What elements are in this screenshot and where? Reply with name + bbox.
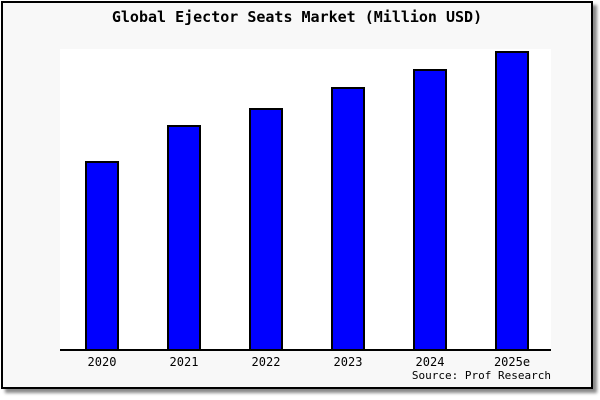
bar-2020: [85, 161, 119, 349]
bar-2024: [413, 69, 447, 349]
x-tick-label-2022: 2022: [251, 355, 281, 369]
plot-area: [60, 49, 551, 351]
x-tick-label-2024: 2024: [415, 355, 445, 369]
bar-2021: [167, 125, 201, 349]
x-tick-label-2020: 2020: [87, 355, 117, 369]
bar-2023: [331, 87, 365, 349]
x-tick-label-2025e: 2025e: [493, 355, 531, 369]
chart-title: Global Ejector Seats Market (Million USD…: [111, 8, 483, 26]
bar-2025e: [495, 51, 529, 349]
source-note: Source: Prof Research: [411, 369, 551, 382]
x-tick-label-2023: 2023: [333, 355, 363, 369]
bar-2022: [249, 108, 283, 349]
chart-card: Global Ejector Seats Market (Million USD…: [1, 1, 593, 389]
x-tick-label-2021: 2021: [169, 355, 199, 369]
